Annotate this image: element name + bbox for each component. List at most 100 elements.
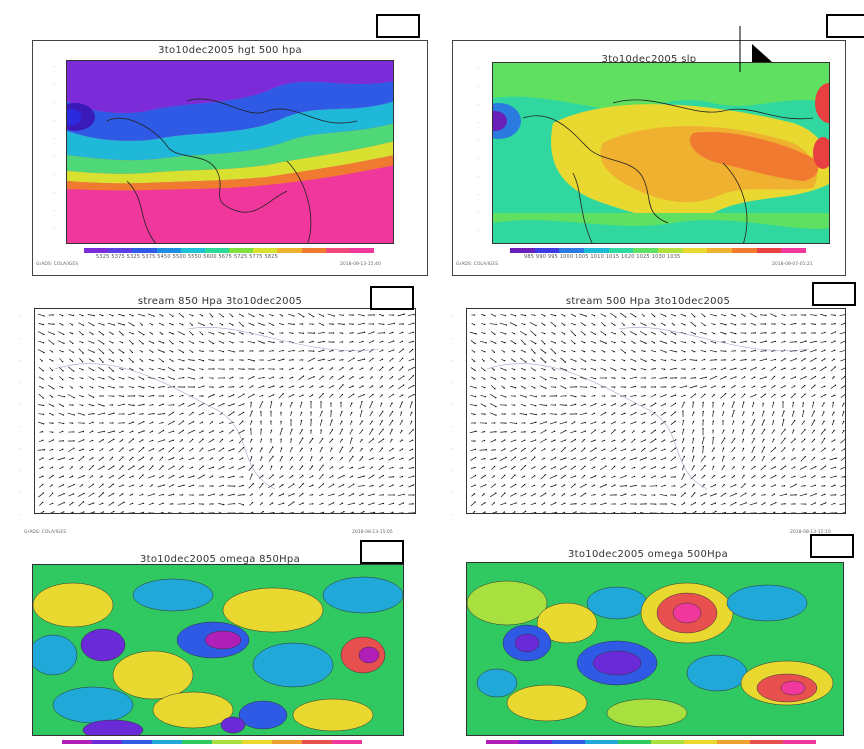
hgt500-colorbar-swatch [253,248,278,253]
hgt500-colorbar-labels: 5325 5375 5325 5375 5450 5500 5550 5600 … [96,254,278,260]
hgt500-label-box [376,14,420,38]
slp-colorbar [510,248,807,253]
hgt500-map [66,60,394,244]
omega500-map [466,562,844,736]
stream850-field [34,308,416,514]
hgt500-title: 3to10dec2005 hgt 500 hpa [158,45,302,56]
stream850-label-box [370,286,414,310]
omega850-map [32,564,404,736]
hgt500-colorbar-swatch [204,248,230,253]
slp-colorbar-swatch [658,248,683,253]
omega850-contour-cell [33,582,114,628]
omega500-colorbar-swatch [486,740,519,744]
hgt500-colorbar-swatch [180,248,205,253]
slp-colorbar-labels: 985 990 995 1000 1005 1010 1015 1020 102… [524,254,681,260]
slp-footer-left: GrADS: COLA/IGES [456,262,499,267]
omega500-contour-cell [686,654,748,692]
slp-title: 3to10dec2005 slp [601,54,697,65]
omega500-title: 3to10dec2005 omega 500Hpa [568,549,728,560]
stream500-title: stream 500 Hpa 3to10dec2005 [565,296,731,307]
omega850-colorbar-swatch [302,740,332,744]
omega500-contour-cell [780,680,806,696]
slp-colorbar-swatch [756,248,782,253]
omega850-contour-cell [132,578,214,612]
omega850-colorbar-swatch [242,740,272,744]
slp-colorbar-swatch [707,248,733,253]
omega500-colorbar-swatch [519,740,552,744]
slp-colorbar-swatch [608,248,634,253]
omega500-contour-cell [586,586,648,620]
hgt500-footer-right: 2018-08-13-15:40 [340,262,381,267]
omega500-contour-cell [592,650,642,676]
omega500-colorbar-swatch [750,740,783,744]
stream850-coastline [54,327,379,490]
omega850-colorbar-swatch [272,740,302,744]
stream500-footer-right: 2018-08-13-15:10 [790,530,831,535]
slp-yticks: · · · · · · · · · · [478,66,480,233]
omega500-contour-cell [672,602,702,624]
omega500-colorbar-swatch [552,740,585,744]
omega850-colorbar-swatch [62,740,92,744]
hgt500-yticks: · · · · · · · · · · [54,64,56,231]
omega500-contour-cell [726,584,808,622]
omega500-colorbar-swatch [651,740,684,744]
slp-label-box [826,14,864,38]
omega850-colorbar-swatch [182,740,212,744]
stream850-arrows [37,312,415,513]
hgt500-footer-left: GrADS: COLA/IGES [36,262,79,267]
omega500-label-box [810,534,854,558]
omega850-contour-cell [322,576,403,614]
stream850-yticks: · · · · · · · · · · [20,314,22,517]
omega850-contour-cell [112,650,194,700]
hgt500-colorbar-swatch [229,248,254,253]
omega850-contour-cell [238,700,288,730]
slp-colorbar-swatch [633,248,659,253]
slp-colorbar-swatch [682,248,708,253]
stream500-field [466,308,846,514]
omega850-colorbar-swatch [152,740,182,744]
hgt500-colorbar-swatch [349,248,375,253]
slp-colorbar-swatch [559,248,585,253]
stream500-coastline [486,327,810,490]
omega850-colorbar-swatch [332,740,362,744]
slp-pointer-annotation [739,26,772,72]
omega850-contour-cell [82,719,144,735]
hgt500-colorbar-swatch [277,248,302,253]
omega500-contour-cell [467,580,548,626]
slp-map [492,62,830,244]
hgt500-colorbar-swatch [108,248,133,253]
stream850-footer-right: 2018-08-13-15:05 [352,530,393,535]
omega850-contour-cell [152,691,234,729]
omega850-contour-cell [220,716,246,734]
omega500-contour-cell [606,698,688,728]
omega850-contour-cell [292,698,374,732]
omega500-colorbar-swatch [618,740,651,744]
omega850-colorbar-swatch [92,740,122,744]
omega850-colorbar [62,740,362,744]
omega850-title: 3to10dec2005 omega 850Hpa [140,554,300,565]
slp-colorbar-swatch [534,248,560,253]
stream850-footer-left: GrADS: COLA/IGES [24,530,67,535]
omega850-contour-cell [33,634,78,676]
stream500-yticks: · · · · · · · · · · [452,314,454,517]
omega500-contour-cell [536,602,598,644]
omega500-contour-cell [506,684,588,722]
hgt500-colorbar-swatch [132,248,157,253]
slp-footer-right: 2018-08-07-01:21 [772,262,813,267]
slp-colorbar-swatch [584,248,609,253]
omega850-contour-cell [222,587,324,633]
omega500-colorbar-swatch [684,740,717,744]
omega500-colorbar-swatch [783,740,816,744]
omega850-contour-cell [252,642,334,688]
omega850-contour-cell [204,630,242,650]
hgt500-colorbar-swatch [84,248,109,253]
stream500-label-box [812,282,856,306]
omega500-colorbar-swatch [717,740,750,744]
omega850-contour-cell [52,686,134,724]
stream850-title: stream 850 Hpa 3to10dec2005 [137,296,303,307]
hgt500-colorbar-swatch [325,248,350,253]
slp-colorbar-swatch [732,248,757,253]
omega850-contour-cell [80,628,126,662]
omega500-contour-cell [514,633,540,653]
omega850-contour-cell [358,646,380,664]
